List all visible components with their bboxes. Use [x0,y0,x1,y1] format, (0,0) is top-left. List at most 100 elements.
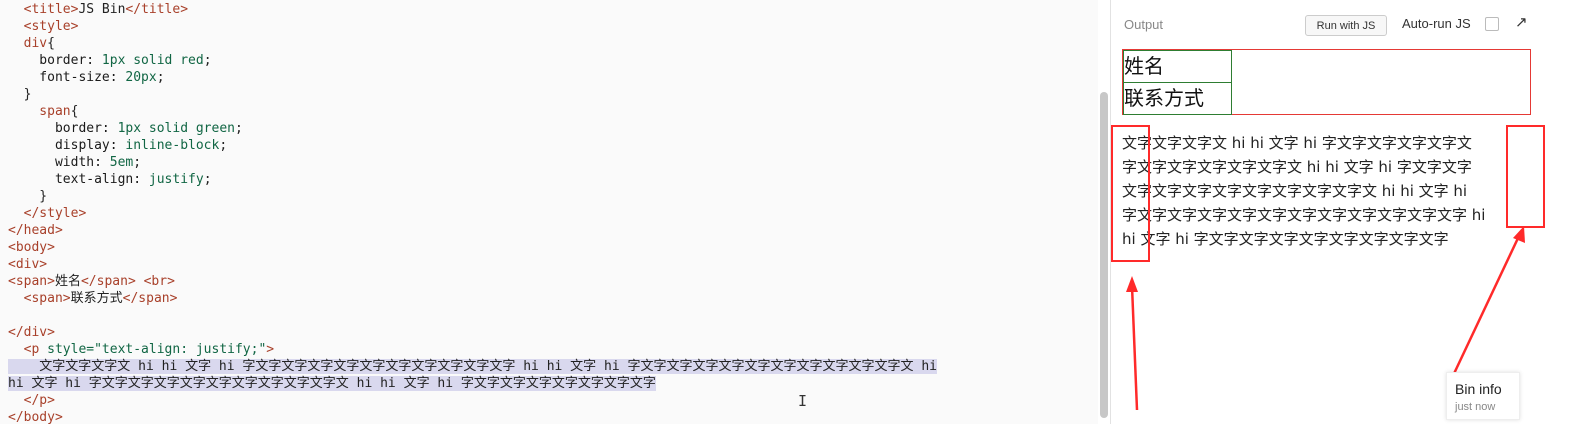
code-token: <style> [8,19,79,34]
annotation-arrows [1126,226,1525,411]
paragraph-line: 字文字文字文字文字文字文 hi hi 文字 hi 字文字文字 [1122,158,1472,176]
code-token: > [266,342,275,357]
code-token: <span> [8,291,71,306]
code-line[interactable]: span{ [8,103,78,120]
code-line[interactable]: </body> [8,409,63,424]
code-line[interactable]: width: 5em; [8,154,141,171]
code-token: text-align: [8,172,149,187]
code-token: 姓名 [54,274,81,289]
demo-paragraph: 文字文字文字文 hi hi 文字 hi 字文字文字文字文字文 字文字文字文字文字… [1122,131,1540,251]
code-line[interactable]: <body> [8,239,55,256]
demo-span-contact: 联系方式 [1123,82,1232,115]
code-token: ; [203,53,212,68]
code-token: 20px [125,70,157,85]
code-line[interactable]: border: 1px solid red; [8,52,212,69]
code-token: 1px [101,53,126,68]
popout-icon[interactable]: ↗ [1515,13,1528,31]
annotation-arrow-right [1449,235,1521,381]
code-token: 1px [117,121,142,136]
demo-div-box: 姓名 联系方式 [1122,49,1531,115]
output-panel: Output Run with JS Auto-run JS ↗ 姓名 联系方式… [1111,0,1578,424]
bin-info-panel[interactable]: Bin info just now [1446,372,1520,420]
code-token: div [8,36,48,51]
code-line[interactable]: border: 1px solid green; [8,120,243,137]
code-line[interactable]: <div> [8,256,47,273]
code-token: justify [148,172,204,187]
code-token: font-size: [8,70,126,85]
code-token: { [47,36,55,51]
run-with-js-button[interactable]: Run with JS [1305,15,1387,36]
code-token: hi 文字 hi 字文字文字文字文字文字文字文字文字文字文 hi hi 文字 h… [8,376,656,391]
bin-info-title: Bin info [1455,381,1502,397]
annotation-arrow-left [1130,285,1139,411]
code-token: 联系方式 [70,291,123,306]
code-line[interactable]: text-align: justify; [8,171,212,188]
code-token: ; [156,70,165,85]
code-line[interactable]: } [8,86,32,103]
code-line[interactable]: <style> [8,18,79,35]
paragraph-line: 字文字文字文字文字文字文字文字文字文字文字文字 hi [1122,206,1486,224]
code-token [136,274,144,289]
code-token: </body> [8,410,63,424]
annotation-box-right [1506,125,1545,228]
code-token: } [8,87,32,102]
code-token: ; [219,138,228,153]
code-token: span [8,104,71,119]
code-editor[interactable]: <title>JS Bin</title> <style> div{ borde… [0,0,1098,424]
code-line[interactable]: div{ [8,35,55,52]
code-token: </head> [8,223,63,238]
code-token: border: [8,121,118,136]
code-line[interactable]: <span>联系方式</span> [8,290,178,307]
code-token: display: [8,138,126,153]
code-line[interactable]: </head> [8,222,63,239]
code-token: </style> [8,206,87,221]
paragraph-line: 文字文字文字文字文字文字文字文字文 hi hi 文字 hi [1122,182,1468,200]
code-token: solid green [141,121,235,136]
panel-divider[interactable] [1110,0,1111,424]
code-token: } [8,189,48,204]
code-line[interactable]: </div> [8,324,55,341]
code-line[interactable]: hi 文字 hi 字文字文字文字文字文字文字文字文字文字文 hi hi 文字 h… [8,375,656,392]
code-token: </div> [8,325,55,340]
code-token: style="text-align: justify;" [47,342,267,357]
code-token: </title> [125,2,189,17]
code-line[interactable]: <span>姓名</span> <br> [8,273,175,290]
code-line[interactable]: </style> [8,205,87,222]
annotation-arrowhead-left [1126,276,1138,292]
code-token: border: [8,53,102,68]
code-token: <title> [8,2,79,17]
paragraph-line: 文字文字文字文 hi hi 文字 hi 字文字文字文字文字文 [1122,134,1472,152]
auto-run-checkbox[interactable] [1485,17,1499,31]
code-token: ; [203,172,212,187]
code-token: ; [234,121,243,136]
code-line[interactable]: 文字文字文字文 hi hi 文字 hi 字文字文字文字文字文字文字文字文字文字文… [8,358,937,375]
code-line[interactable]: } [8,188,47,205]
code-token: inline-block [125,138,220,153]
code-token: { [70,104,79,119]
code-token: <body> [8,240,55,255]
code-line[interactable]: <title>JS Bin</title> [8,1,188,18]
auto-run-label: Auto-run JS [1402,16,1471,31]
code-token: <span> [8,274,55,289]
text-cursor-icon: I [798,392,808,410]
code-token: solid red [125,53,204,68]
code-line[interactable]: font-size: 20px; [8,69,165,86]
annotation-arrowhead-right [1513,226,1525,243]
code-token: <br> [143,274,175,289]
output-title: Output [1124,17,1164,32]
editor-scrollbar[interactable] [1100,92,1108,418]
code-token: </p> [8,393,55,408]
code-token: </span> [80,274,136,289]
code-token: <div> [8,257,48,272]
code-token: ; [133,155,142,170]
annotation-box-left [1111,125,1150,262]
code-token: <p [8,342,48,357]
code-token: width: [8,155,110,170]
code-line[interactable]: display: inline-block; [8,137,227,154]
code-token: </span> [122,291,178,306]
demo-span-name: 姓名 [1123,50,1232,83]
code-line[interactable]: <p style="text-align: justify;"> [8,341,274,358]
code-token: JS Bin [78,2,126,17]
bin-info-time: just now [1455,401,1496,413]
code-line[interactable]: </p> [8,392,55,409]
